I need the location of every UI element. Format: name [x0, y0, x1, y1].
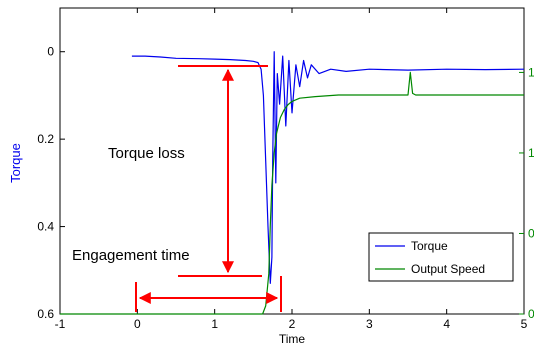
y-left-tick-label: 0.4: [37, 220, 54, 234]
x-tick-label: 1: [211, 317, 218, 331]
y-axis-label-left: Torque: [8, 143, 23, 183]
y-right-axis-ticks: 0 0.5 1 1.5: [519, 65, 534, 321]
y-left-tick-label: 0.6: [37, 307, 54, 321]
y-right-tick-label: 1.5: [528, 65, 534, 79]
legend-box: [368, 232, 514, 282]
x-axis-label: Time: [279, 332, 306, 346]
x-tick-label: 0: [134, 317, 141, 331]
series-line-torque: [131, 51, 525, 284]
annotation-torque-loss: Torque loss: [108, 145, 185, 162]
y-left-tick-label: 0: [47, 45, 54, 59]
y-left-tick-label: 0.2: [37, 132, 54, 146]
x-tick-label: 5: [521, 317, 528, 331]
annotation-engagement-time: Engagement time: [72, 247, 190, 264]
y-left-axis-ticks: 0 0.2 0.4 0.6: [37, 45, 65, 321]
x-tick-label: 2: [289, 317, 296, 331]
legend-label-output-speed: Output Speed: [411, 262, 485, 276]
x-axis-ticks: -1 0 1 2 3 4 5: [55, 8, 528, 331]
series-layer: [60, 51, 525, 315]
y-right-tick-label: 0.5: [528, 226, 534, 240]
legend-label-torque: Torque: [411, 239, 448, 253]
y-right-tick-label: 1: [528, 146, 534, 160]
series-line-output-speed: [60, 71, 524, 315]
x-tick-label: -1: [55, 317, 66, 331]
y-right-tick-label: 0: [528, 307, 534, 321]
x-tick-label: 3: [366, 317, 373, 331]
legend: Torque Output Speed: [368, 232, 514, 282]
x-tick-label: 4: [443, 317, 450, 331]
